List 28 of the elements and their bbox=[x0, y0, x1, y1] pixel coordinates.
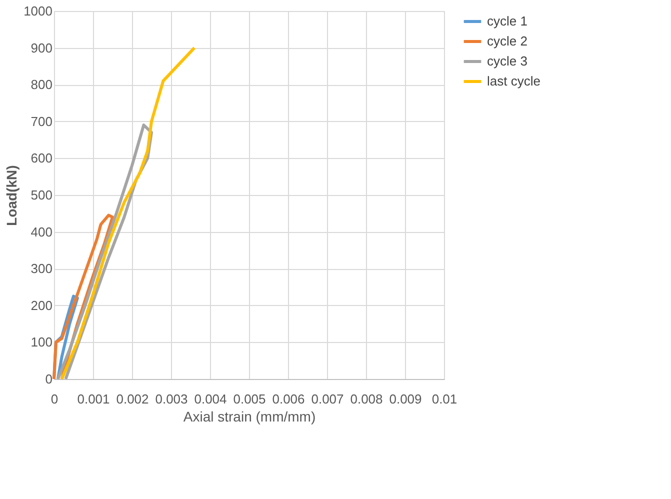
y-tick-label: 200 bbox=[30, 298, 52, 313]
x-tick-label: 0.007 bbox=[311, 392, 344, 406]
x-tick-label: 0.001 bbox=[77, 392, 110, 406]
legend-label: cycle 2 bbox=[487, 34, 528, 48]
x-tick-label: 0.006 bbox=[272, 392, 305, 406]
y-tick-label: 500 bbox=[30, 188, 52, 202]
line-series bbox=[60, 46, 196, 380]
x-tick-label: 0.01 bbox=[432, 392, 458, 406]
x-axis-title: Axial strain (mm/mm) bbox=[183, 408, 316, 424]
y-tick-label: 300 bbox=[30, 261, 52, 276]
legend-label: cycle 1 bbox=[487, 14, 528, 28]
x-tick-label: 0.003 bbox=[155, 392, 188, 406]
y-tick-label: 400 bbox=[30, 224, 52, 240]
y-tick-label: 0 bbox=[45, 372, 52, 386]
x-tick-label: 0.009 bbox=[389, 392, 422, 406]
legend-label: last cycle bbox=[487, 74, 540, 88]
x-tick-label: 0.008 bbox=[350, 392, 383, 406]
x-tick-label: 0.005 bbox=[233, 392, 266, 406]
y-tick-label: 1000 bbox=[24, 4, 52, 18]
x-tick-label: 0.002 bbox=[116, 392, 149, 406]
x-tick-label: 0.004 bbox=[194, 392, 227, 406]
y-tick-label: 700 bbox=[30, 114, 52, 129]
y-axis-title: Load(kN) bbox=[4, 165, 20, 226]
y-tick-label: 100 bbox=[30, 334, 52, 350]
legend-label: cycle 3 bbox=[487, 54, 528, 68]
y-tick-label: 800 bbox=[30, 77, 52, 92]
y-tick-label: 900 bbox=[30, 40, 52, 56]
y-tick-label: 600 bbox=[30, 150, 52, 166]
